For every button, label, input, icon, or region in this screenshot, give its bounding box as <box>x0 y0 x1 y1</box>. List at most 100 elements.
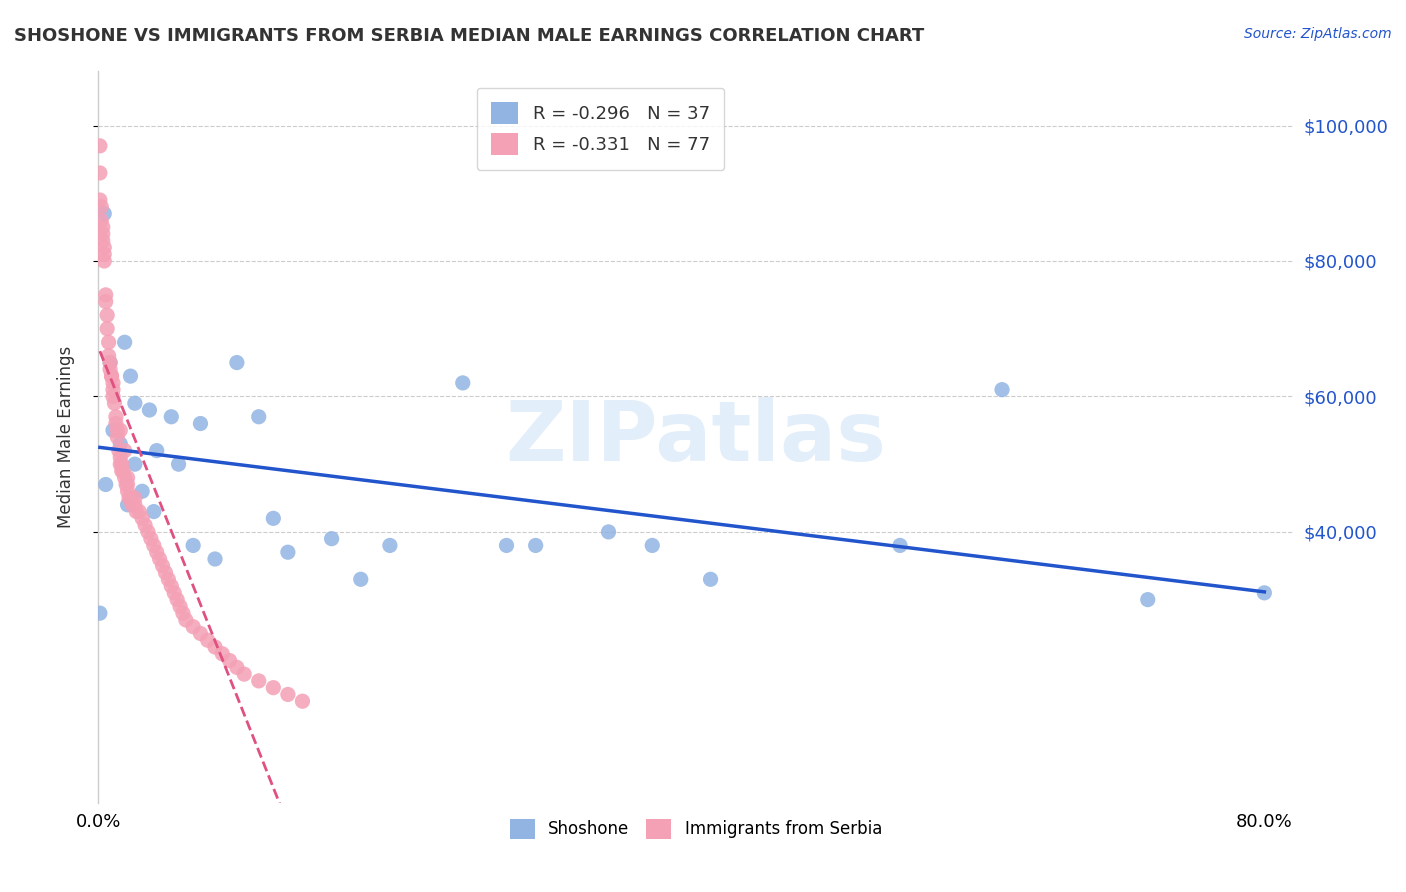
Point <box>136 524 159 539</box>
Point <box>1136 592 1159 607</box>
Point <box>160 579 183 593</box>
Text: ZIPatlas: ZIPatlas <box>506 397 886 477</box>
Point <box>104 417 127 431</box>
Point <box>598 524 620 539</box>
Point <box>110 457 132 471</box>
Point <box>641 538 664 552</box>
Point <box>225 355 247 369</box>
Point <box>145 545 167 559</box>
Point <box>112 464 135 478</box>
Point <box>101 383 124 397</box>
Point <box>98 362 121 376</box>
Point <box>160 409 183 424</box>
Point <box>134 518 156 533</box>
Point <box>167 457 190 471</box>
Point <box>97 349 120 363</box>
Point <box>699 572 721 586</box>
Point <box>350 572 373 586</box>
Point <box>100 369 122 384</box>
Point <box>225 660 247 674</box>
Point <box>197 633 219 648</box>
Point <box>247 409 270 424</box>
Point <box>124 498 146 512</box>
Point <box>378 538 401 552</box>
Point <box>120 491 142 505</box>
Point <box>152 558 174 573</box>
Point <box>89 193 111 207</box>
Point <box>89 166 111 180</box>
Point <box>94 477 117 491</box>
Point <box>291 694 314 708</box>
Point <box>94 288 117 302</box>
Point <box>98 355 121 369</box>
Point <box>166 592 188 607</box>
Point <box>169 599 191 614</box>
Point <box>110 423 132 437</box>
Point <box>142 538 165 552</box>
Point <box>204 552 226 566</box>
Point <box>103 396 125 410</box>
Point <box>96 322 118 336</box>
Point <box>91 234 114 248</box>
Point <box>117 471 139 485</box>
Point <box>262 511 284 525</box>
Point <box>110 450 132 465</box>
Point <box>149 552 172 566</box>
Point <box>98 355 121 369</box>
Point <box>114 443 136 458</box>
Point <box>181 620 204 634</box>
Point <box>91 227 114 241</box>
Point <box>117 498 139 512</box>
Point <box>128 505 150 519</box>
Point <box>117 477 139 491</box>
Point <box>94 294 117 309</box>
Point <box>101 423 124 437</box>
Legend: Shoshone, Immigrants from Serbia: Shoshone, Immigrants from Serbia <box>503 812 889 846</box>
Point <box>190 417 212 431</box>
Point <box>142 505 165 519</box>
Point <box>155 566 177 580</box>
Point <box>145 443 167 458</box>
Point <box>121 498 143 512</box>
Point <box>108 443 131 458</box>
Point <box>218 654 240 668</box>
Point <box>247 673 270 688</box>
Point <box>90 213 112 227</box>
Point <box>277 545 299 559</box>
Point <box>233 667 256 681</box>
Point <box>321 532 343 546</box>
Point <box>104 409 127 424</box>
Point <box>96 308 118 322</box>
Point <box>524 538 547 552</box>
Point <box>101 376 124 390</box>
Point <box>125 505 148 519</box>
Point <box>1253 586 1275 600</box>
Point <box>190 626 212 640</box>
Y-axis label: Median Male Earnings: Median Male Earnings <box>56 346 75 528</box>
Point <box>89 139 111 153</box>
Point <box>174 613 197 627</box>
Point <box>110 437 132 451</box>
Text: Source: ZipAtlas.com: Source: ZipAtlas.com <box>1244 27 1392 41</box>
Point <box>991 383 1014 397</box>
Point <box>181 538 204 552</box>
Point <box>97 335 120 350</box>
Point <box>91 220 114 235</box>
Point <box>93 247 115 261</box>
Point <box>277 688 299 702</box>
Point <box>111 464 134 478</box>
Point <box>139 532 162 546</box>
Point <box>93 240 115 254</box>
Point <box>114 471 136 485</box>
Point <box>90 200 112 214</box>
Point <box>124 457 146 471</box>
Point <box>124 396 146 410</box>
Point <box>495 538 517 552</box>
Point <box>131 511 153 525</box>
Point <box>163 586 186 600</box>
Point <box>451 376 474 390</box>
Point <box>93 206 115 220</box>
Point <box>111 457 134 471</box>
Point <box>889 538 911 552</box>
Point <box>117 484 139 499</box>
